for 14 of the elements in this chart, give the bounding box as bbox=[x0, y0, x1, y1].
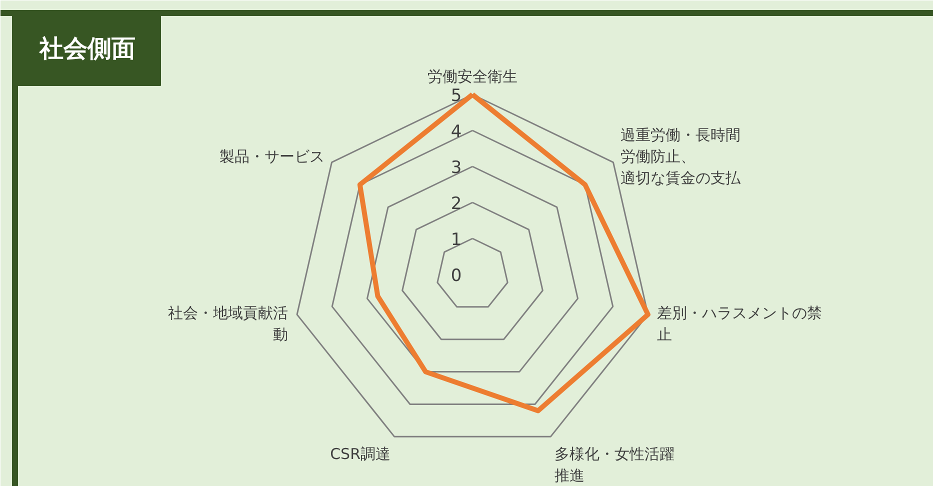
y-tick-label: 4 bbox=[450, 122, 462, 142]
spoke-label: 差別・ハラスメントの禁止 bbox=[656, 304, 822, 344]
spoke-label: 過重労働・長時間労働防止、適切な賃金の支払 bbox=[620, 126, 742, 188]
spoke-label: 多様化・女性活躍推進 bbox=[554, 444, 675, 484]
spoke-label: 製品・サービス bbox=[220, 148, 325, 166]
chart-title: 社会側面 bbox=[38, 34, 136, 62]
y-tick-label: 3 bbox=[450, 158, 462, 178]
y-tick-label: 1 bbox=[450, 230, 462, 250]
spoke-label: 社会・地域貢献活動 bbox=[168, 304, 288, 344]
y-tick-label: 0 bbox=[450, 266, 462, 286]
spoke-label: 労働安全衛生 bbox=[428, 68, 518, 86]
spoke-label: CSR調達 bbox=[330, 444, 390, 463]
y-tick-label: 2 bbox=[450, 194, 462, 214]
y-tick-label: 5 bbox=[450, 86, 462, 106]
